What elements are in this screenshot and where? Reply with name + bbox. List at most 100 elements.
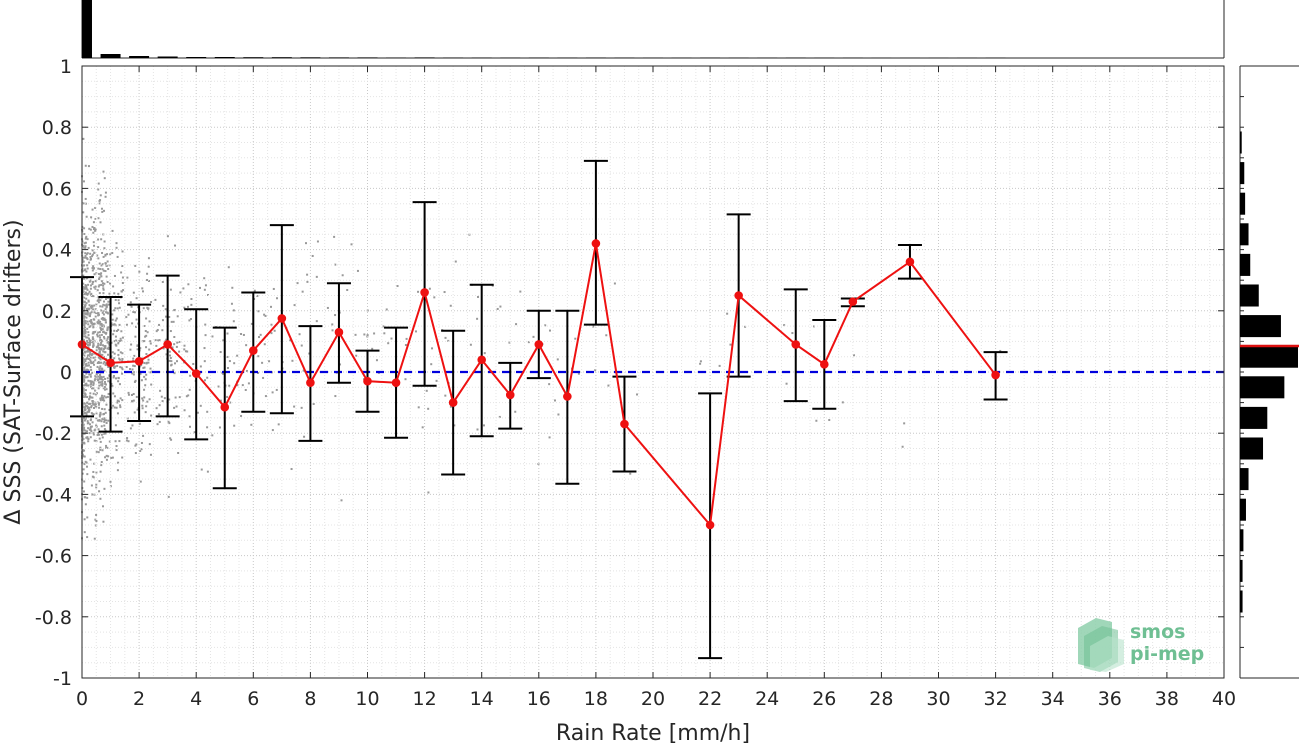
scatter-point xyxy=(718,364,721,367)
scatter-point xyxy=(92,413,95,416)
scatter-point xyxy=(98,490,101,493)
scatter-point xyxy=(142,434,145,437)
scatter-point xyxy=(726,312,729,315)
scatter-point xyxy=(105,275,108,278)
scatter-point xyxy=(86,465,89,468)
scatter-point xyxy=(164,308,167,311)
scatter-point xyxy=(99,336,102,339)
scatter-point xyxy=(165,315,168,318)
scatter-point xyxy=(154,339,157,342)
scatter-point xyxy=(574,337,577,340)
scatter-point xyxy=(264,395,267,398)
scatter-point xyxy=(103,428,106,431)
scatter-point xyxy=(92,241,95,244)
scatter-point xyxy=(108,440,111,443)
top-hist-bar xyxy=(243,57,264,58)
scatter-point xyxy=(101,382,104,385)
scatter-point xyxy=(104,308,107,311)
scatter-point xyxy=(371,347,374,350)
scatter-point xyxy=(107,455,110,458)
scatter-point xyxy=(217,385,220,388)
scatter-point xyxy=(366,334,369,337)
scatter-point xyxy=(227,266,230,269)
scatter-point xyxy=(133,365,136,368)
y-axis-ticks: -1 -0.8 -0.6 -0.4 -0.2 0 0.2 0.4 0.6 0.8 1 xyxy=(35,56,1224,690)
scatter-point xyxy=(113,352,116,355)
scatter-point xyxy=(87,384,90,387)
scatter-point xyxy=(81,472,84,475)
scatter-point xyxy=(141,407,144,410)
scatter-point xyxy=(82,410,85,413)
scatter-point xyxy=(236,354,239,357)
scatter-point xyxy=(222,339,225,342)
scatter-point xyxy=(592,325,595,328)
scatter-point xyxy=(228,360,231,363)
scatter-point xyxy=(82,332,85,335)
scatter-point xyxy=(107,341,110,344)
scatter-point xyxy=(261,361,264,364)
scatter-point xyxy=(116,412,119,415)
scatter-point xyxy=(97,188,100,191)
scatter-point xyxy=(109,282,112,285)
scatter-point xyxy=(82,352,85,355)
scatter-point xyxy=(240,414,243,417)
scatter-point xyxy=(101,399,104,402)
x-tick-label: 36 xyxy=(1098,688,1122,710)
scatter-point xyxy=(188,319,191,322)
scatter-point xyxy=(168,398,171,401)
scatter-point xyxy=(88,406,91,409)
scatter-point xyxy=(82,387,85,390)
scatter-point xyxy=(92,432,95,435)
scatter-point xyxy=(498,415,501,418)
scatter-point xyxy=(84,384,87,387)
scatter-point xyxy=(250,423,253,426)
scatter-point xyxy=(508,341,511,344)
scatter-point xyxy=(100,420,103,423)
scatter-point xyxy=(97,403,100,406)
scatter-point xyxy=(92,387,95,390)
scatter-point xyxy=(83,496,86,499)
scatter-point xyxy=(147,279,150,282)
scatter-point xyxy=(89,375,92,378)
scatter-point xyxy=(99,305,102,308)
scatter-point xyxy=(97,342,100,345)
x-tick-label: 40 xyxy=(1212,688,1236,710)
mean-marker xyxy=(134,356,144,366)
scatter-point xyxy=(88,396,91,399)
scatter-point xyxy=(427,491,430,494)
scatter-point xyxy=(119,406,122,409)
scatter-point xyxy=(169,330,172,333)
mean-marker xyxy=(363,376,372,386)
scatter-point xyxy=(113,329,116,332)
scatter-point xyxy=(94,377,97,380)
scatter-point xyxy=(106,446,109,449)
scatter-point xyxy=(100,207,103,210)
scatter-point xyxy=(496,307,499,310)
scatter-point xyxy=(89,325,92,328)
scatter-point xyxy=(82,380,85,383)
scatter-point xyxy=(173,343,176,346)
scatter-point xyxy=(88,373,91,376)
scatter-point xyxy=(106,260,109,263)
scatter-point xyxy=(82,316,85,319)
scatter-point xyxy=(106,329,109,332)
scatter-point xyxy=(89,373,92,376)
scatter-point xyxy=(100,464,103,467)
top-hist-bar xyxy=(328,57,349,58)
scatter-point xyxy=(149,453,152,456)
scatter-point xyxy=(188,388,191,391)
scatter-point xyxy=(146,272,149,275)
x-tick-label: 24 xyxy=(755,688,779,710)
scatter-point xyxy=(903,422,906,425)
scatter-point xyxy=(98,278,101,281)
smos-pi-mep-logo: smos pi-mep xyxy=(1078,618,1204,672)
scatter-point xyxy=(82,437,85,440)
top-hist-bar xyxy=(214,57,235,58)
scatter-point xyxy=(86,293,89,296)
scatter-point xyxy=(147,257,150,260)
scatter-point xyxy=(258,336,261,339)
top-hist-bar xyxy=(414,57,435,58)
scatter-point xyxy=(170,360,173,363)
scatter-point xyxy=(132,291,135,294)
scatter-point xyxy=(83,227,86,230)
